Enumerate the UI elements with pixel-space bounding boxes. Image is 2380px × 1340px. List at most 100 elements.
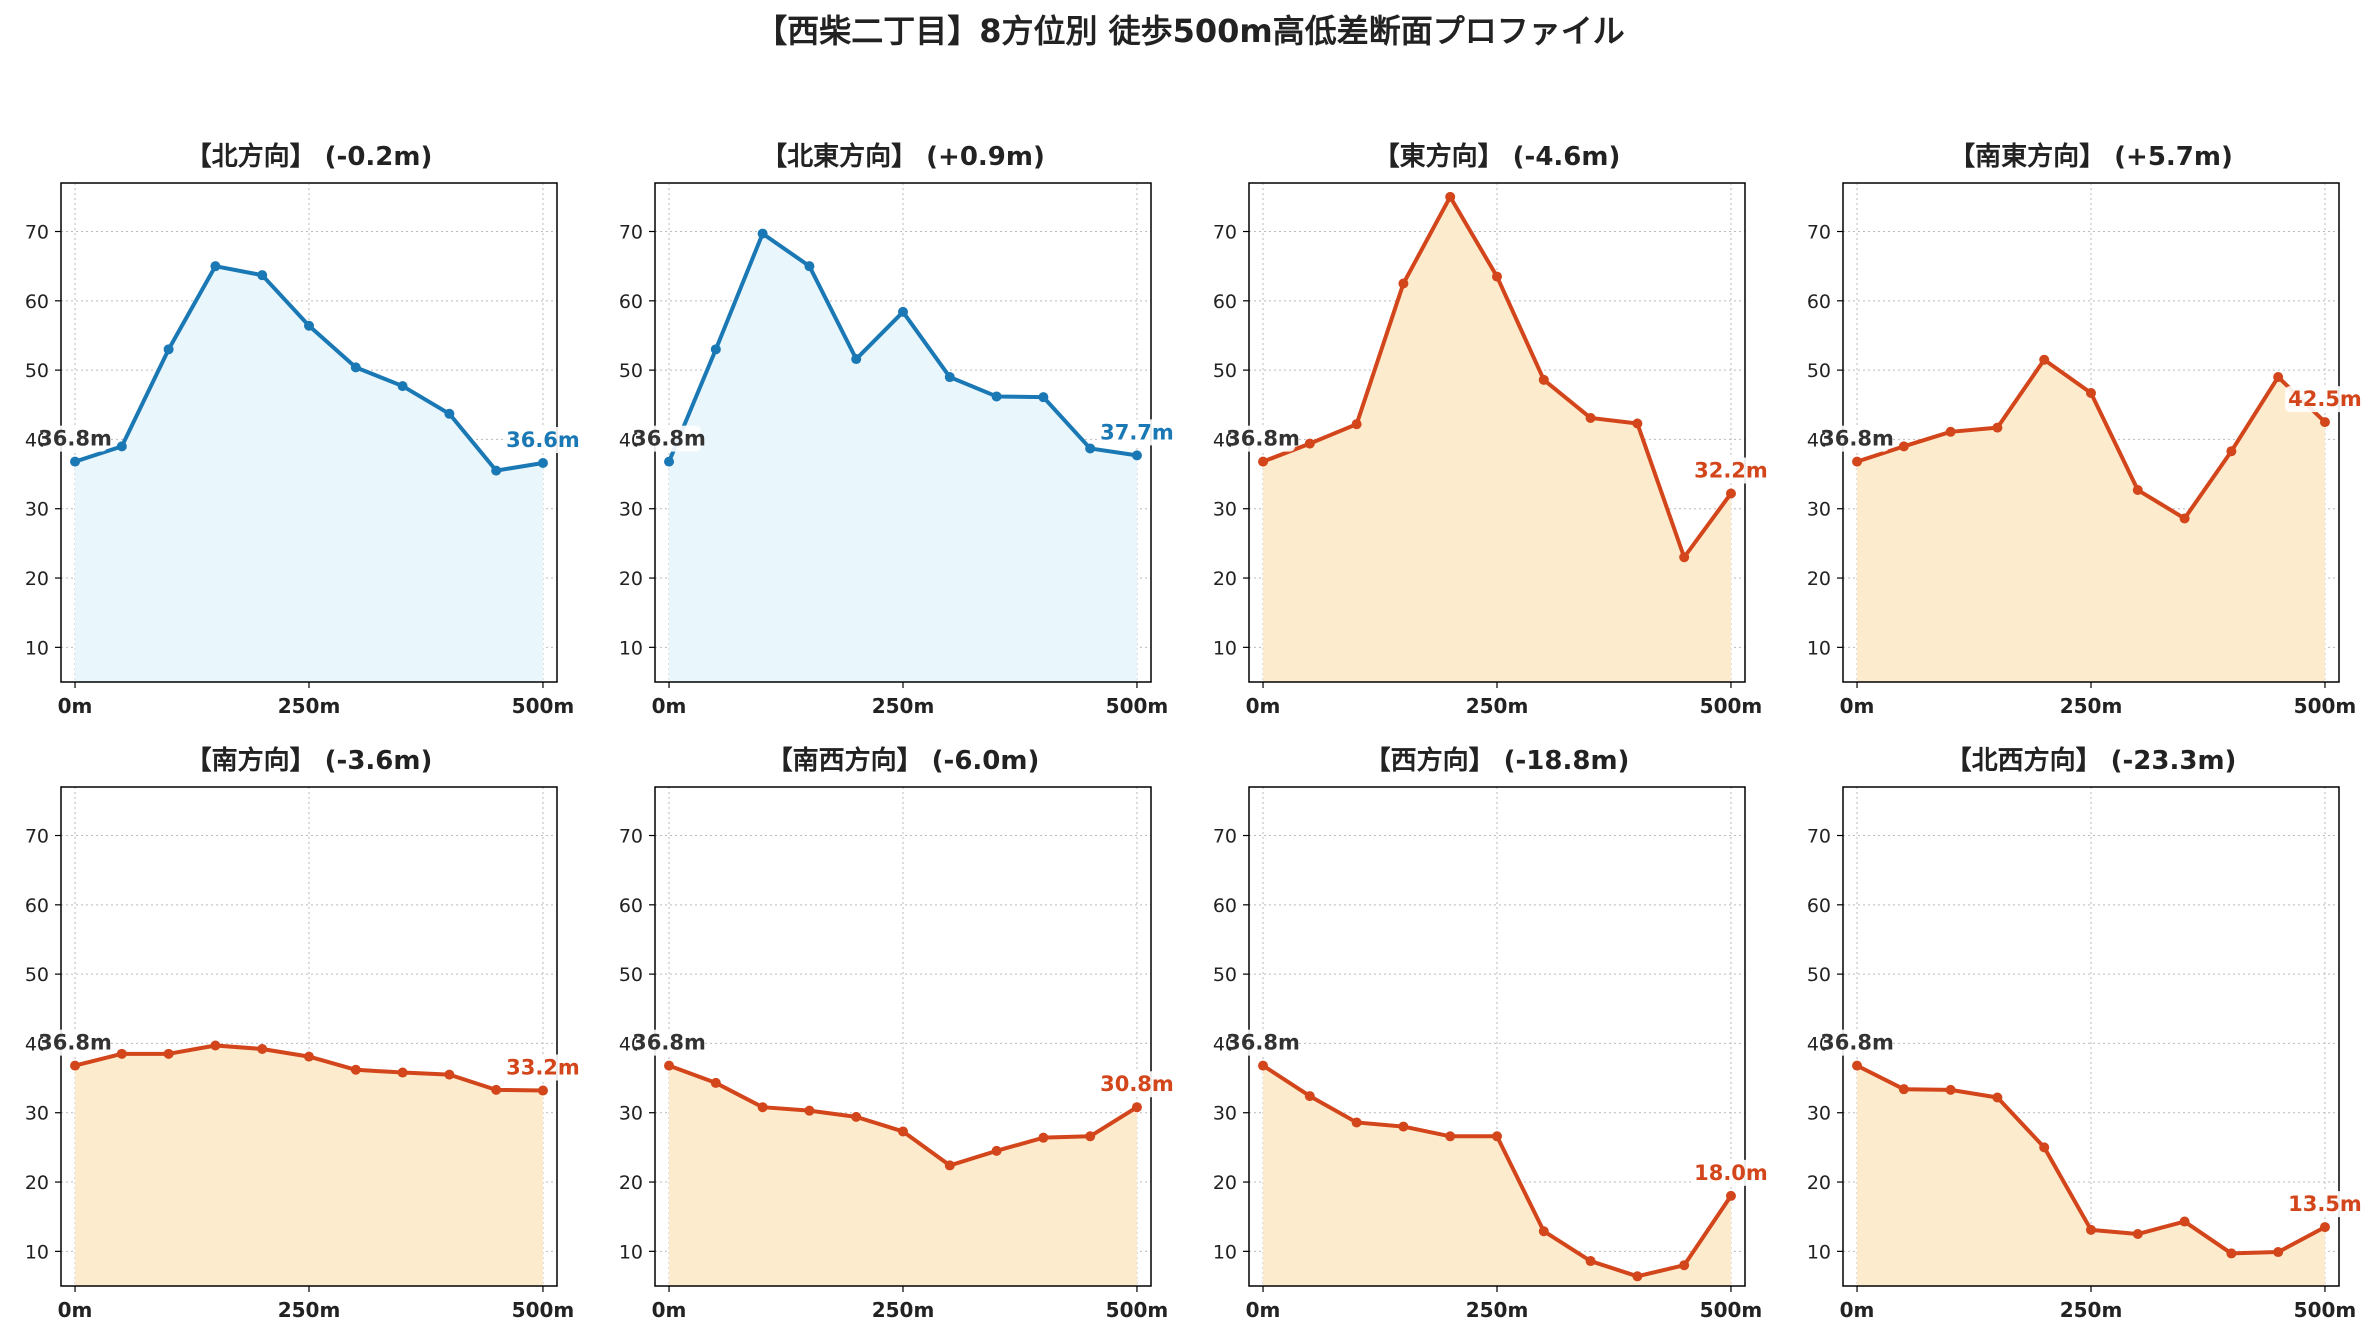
data-point [1398,1121,1409,1132]
elevation-area [1263,1065,1731,1286]
x-tick-label: 250m [872,1298,935,1322]
data-point [163,344,174,355]
data-point [537,457,548,468]
y-tick-label: 30 [25,1103,49,1125]
data-point [210,1040,221,1051]
x-tick-label: 0m [58,1298,93,1322]
data-point [350,1064,361,1075]
y-tick-label: 50 [25,964,49,986]
data-point [2132,1229,2143,1240]
data-point [1398,278,1409,289]
panel-title: 【西方向】 (-18.8m) [1365,745,1630,776]
data-point [710,1077,721,1088]
y-tick-label: 10 [25,637,49,659]
data-point [1351,1117,1362,1128]
start-label-box [1231,1029,1296,1056]
data-point [1258,1060,1269,1071]
end-elevation-label: 32.2m [1694,458,1768,482]
y-tick-label: 60 [25,291,49,313]
data-point [1492,1131,1502,1142]
data-point [537,1085,548,1096]
x-tick-label: 500m [1106,1298,1169,1322]
y-tick-label: 20 [619,568,643,590]
x-tick-label: 250m [278,1298,341,1322]
y-tick-label: 50 [25,360,49,382]
x-tick-label: 500m [2294,1298,2357,1322]
start-label-box [1231,425,1296,452]
elevation-area [1857,1065,2325,1286]
y-tick-label: 60 [1213,895,1237,917]
start-elevation-label: 36.8m [38,427,112,451]
x-tick-label: 250m [872,694,935,718]
end-label-box [502,426,583,453]
chart-panel-4: 【南東方向】 (+5.7m) 10 20 30 40 50 60 70 0m 250m 500m 36… [1807,141,2365,718]
chart-panel-6: 【南西方向】 (-6.0m) 10 20 30 40 50 60 70 0m 250m 500m 36… [619,745,1177,1322]
data-point [991,1145,1002,1156]
elevation-area [669,1065,1137,1286]
data-point [70,456,81,467]
y-tick-label: 60 [25,895,49,917]
x-tick-label: 0m [652,694,687,718]
y-tick-label: 60 [1807,895,1831,917]
x-tick-label: 500m [2294,694,2357,718]
data-point [1304,438,1315,449]
y-tick-label: 10 [1807,1241,1831,1263]
start-label-box [43,1029,108,1056]
y-tick-label: 50 [619,964,643,986]
data-point [1945,426,1956,437]
figure-title: 【西柴二丁目】8方位別 徒歩500m高低差断面プロファイル [755,12,1625,50]
elevation-area [669,233,1137,682]
end-elevation-label: 36.6m [506,428,580,452]
chart-panel-2: 【北東方向】 (+0.9m) 10 20 30 40 50 60 70 0m 250m 500m 36… [619,141,1177,718]
y-tick-label: 50 [1213,360,1237,382]
x-tick-label: 250m [1466,1298,1529,1322]
y-tick-label: 30 [619,499,643,521]
y-tick-label: 30 [25,499,49,521]
data-point [491,465,502,476]
data-point [1992,1092,2003,1103]
y-tick-label: 60 [1213,291,1237,313]
data-point [1852,456,1863,467]
data-point [898,1126,908,1137]
data-point [1992,422,2003,433]
data-point [1585,1256,1596,1267]
data-point [397,1067,408,1078]
x-tick-label: 500m [512,1298,575,1322]
end-label-box [1096,1071,1177,1098]
data-point [1632,418,1643,429]
start-elevation-label: 36.8m [1226,427,1300,451]
panel-title: 【南東方向】 (+5.7m) [1949,141,2233,172]
data-point [1085,443,1096,454]
x-tick-label: 0m [1246,694,1281,718]
start-elevation-label: 36.8m [1820,427,1894,451]
chart-panel-5: 【南方向】 (-3.6m) 10 20 30 40 50 60 70 0m 250m 500m 36.… [25,745,583,1322]
elevation-area [75,1045,543,1286]
data-point [1725,488,1736,499]
x-tick-label: 0m [1840,1298,1875,1322]
data-point [350,362,361,373]
data-point [1351,419,1362,430]
y-tick-label: 30 [1213,499,1237,521]
data-point [2039,1142,2050,1153]
y-tick-label: 50 [1807,360,1831,382]
end-elevation-label: 13.5m [2288,1192,2362,1216]
y-tick-label: 10 [1213,637,1237,659]
data-point [944,1160,955,1171]
y-tick-label: 40 [619,429,643,451]
y-tick-label: 70 [25,222,49,244]
y-tick-label: 20 [1807,1172,1831,1194]
data-point [1085,1131,1096,1142]
data-point [757,228,768,239]
x-tick-label: 0m [652,1298,687,1322]
data-point [710,344,721,355]
data-point [1898,441,1909,452]
data-point [444,1069,455,1080]
start-label-box [1825,425,1890,452]
data-point [851,354,862,365]
y-tick-label: 30 [619,1103,643,1125]
data-point [304,320,314,331]
data-point [2179,513,2190,524]
data-point [116,441,127,452]
data-point [304,1051,314,1062]
